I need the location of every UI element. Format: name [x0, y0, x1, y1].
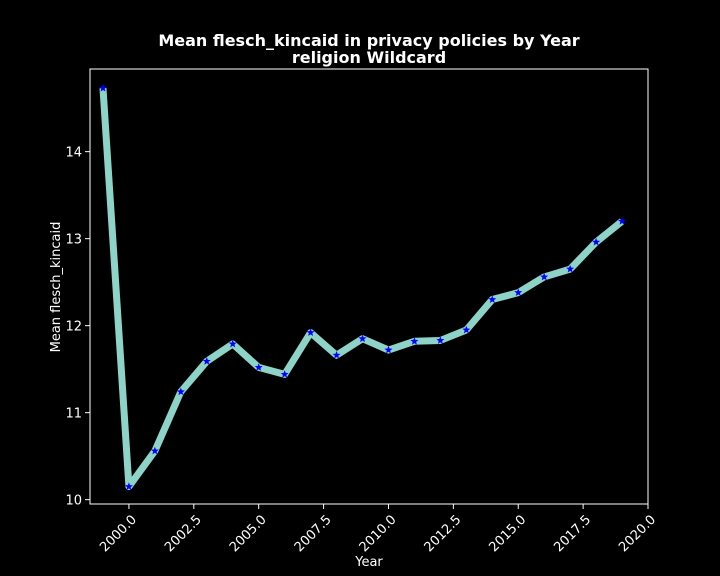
- y-tick-label: 10: [65, 494, 82, 509]
- data-point-star-marker: [358, 334, 367, 343]
- plot-area-frame: [89, 68, 649, 505]
- data-point-star-marker: [202, 357, 211, 365]
- x-axis-label: Year: [354, 555, 383, 570]
- y-tick-label: 13: [65, 233, 82, 248]
- data-point-star-marker: [384, 345, 393, 354]
- data-point-star-marker: [254, 363, 263, 371]
- data-point-star-marker: [98, 83, 107, 92]
- y-tick-label: 11: [65, 407, 82, 422]
- y-axis-label: Mean flesch_kincaid: [49, 222, 64, 353]
- data-point-star-marker: [150, 446, 159, 455]
- data-point-star-marker: [592, 237, 601, 246]
- data-point-star-marker: [462, 325, 471, 334]
- y-tick-label: 14: [65, 146, 82, 161]
- data-point-star-marker: [306, 328, 315, 337]
- series-layer: [98, 83, 627, 491]
- data-point-star-marker: [618, 217, 627, 225]
- y-axis: 10 11 12 13 14: [65, 146, 90, 509]
- y-tick-label: 12: [65, 320, 82, 335]
- data-point-star-marker: [566, 264, 575, 273]
- data-point-star-marker: [436, 336, 445, 344]
- data-point-star-marker: [124, 482, 133, 490]
- data-point-star-marker: [488, 295, 497, 303]
- data-point-star-marker: [514, 288, 523, 296]
- data-point-star-marker: [332, 351, 341, 359]
- data-point-star-marker: [280, 370, 289, 378]
- chart-title-line-2: religion Wildcard: [292, 48, 446, 67]
- data-point-star-marker: [540, 272, 549, 281]
- data-point-star-marker: [228, 339, 237, 348]
- chart-title-line-1: Mean flesch_kincaid in privacy policies …: [158, 31, 579, 50]
- data-point-star-marker: [176, 387, 185, 396]
- data-point-star-marker: [410, 337, 419, 345]
